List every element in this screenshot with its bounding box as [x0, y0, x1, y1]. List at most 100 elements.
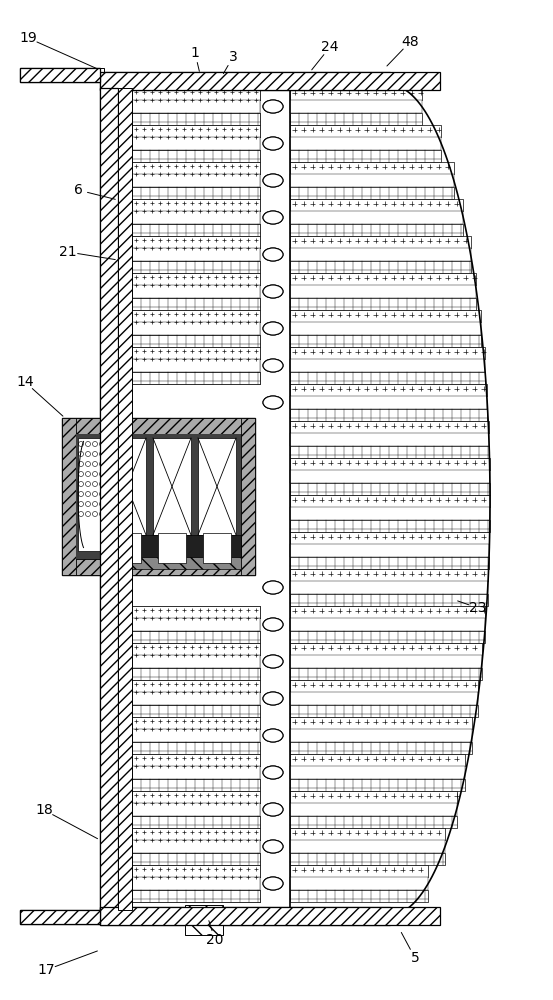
Ellipse shape: [263, 359, 283, 372]
Ellipse shape: [263, 766, 283, 779]
Bar: [132, 298, 260, 310]
Bar: [290, 594, 488, 606]
Bar: [132, 113, 260, 125]
Bar: [185, 905, 223, 935]
Ellipse shape: [263, 211, 283, 224]
Bar: [132, 224, 260, 236]
Bar: [290, 840, 445, 853]
Bar: [132, 322, 260, 335]
Bar: [132, 618, 260, 631]
Bar: [198, 438, 236, 535]
Bar: [290, 655, 482, 668]
Bar: [132, 125, 260, 137]
Bar: [132, 742, 260, 754]
Bar: [290, 803, 457, 816]
Bar: [290, 532, 489, 544]
Bar: [132, 779, 260, 791]
Bar: [132, 137, 260, 150]
Bar: [290, 581, 488, 594]
Bar: [62, 559, 255, 575]
Bar: [290, 507, 490, 520]
Bar: [132, 680, 260, 692]
Ellipse shape: [263, 137, 283, 150]
Bar: [290, 569, 488, 581]
Bar: [100, 68, 104, 82]
Bar: [132, 211, 260, 224]
Bar: [132, 643, 260, 655]
Bar: [290, 742, 472, 754]
Bar: [132, 261, 260, 273]
Bar: [132, 742, 260, 754]
Bar: [290, 606, 486, 618]
Bar: [290, 150, 441, 162]
Bar: [132, 211, 260, 224]
Bar: [290, 766, 466, 779]
Bar: [132, 606, 260, 618]
Bar: [290, 717, 472, 729]
Text: 17: 17: [37, 963, 55, 977]
Bar: [132, 310, 260, 322]
Bar: [132, 668, 260, 680]
Bar: [290, 236, 471, 248]
Bar: [20, 68, 100, 82]
Bar: [132, 816, 260, 828]
Text: 5: 5: [411, 951, 419, 965]
Bar: [76, 434, 241, 559]
Bar: [290, 261, 471, 273]
Ellipse shape: [263, 248, 283, 261]
Ellipse shape: [263, 322, 283, 335]
Bar: [290, 224, 463, 236]
Text: 24: 24: [321, 40, 339, 54]
Bar: [132, 187, 260, 199]
Ellipse shape: [263, 692, 283, 705]
Bar: [100, 907, 440, 925]
Bar: [118, 88, 132, 910]
Ellipse shape: [263, 803, 283, 816]
Bar: [78, 438, 106, 551]
Bar: [132, 803, 260, 816]
Bar: [132, 791, 260, 803]
Text: 6: 6: [74, 183, 82, 197]
Bar: [62, 418, 255, 575]
Bar: [290, 816, 457, 828]
Bar: [132, 273, 260, 285]
Bar: [132, 840, 260, 853]
Bar: [132, 88, 260, 100]
Text: 18: 18: [35, 803, 53, 817]
Bar: [132, 236, 260, 248]
Bar: [132, 606, 260, 618]
Ellipse shape: [263, 729, 283, 742]
Ellipse shape: [263, 174, 283, 187]
Bar: [132, 236, 260, 248]
Bar: [132, 372, 260, 384]
Bar: [132, 372, 260, 384]
Text: 1: 1: [191, 46, 200, 60]
Bar: [132, 224, 260, 236]
Bar: [290, 433, 489, 446]
Ellipse shape: [263, 655, 283, 668]
Bar: [290, 631, 486, 643]
Bar: [290, 137, 441, 150]
Bar: [290, 162, 454, 174]
Bar: [290, 853, 445, 865]
Ellipse shape: [263, 137, 283, 150]
Ellipse shape: [263, 100, 283, 113]
Bar: [132, 643, 260, 655]
Bar: [132, 655, 260, 668]
Ellipse shape: [263, 322, 283, 335]
Bar: [290, 877, 428, 890]
Bar: [132, 150, 260, 162]
Bar: [132, 865, 260, 877]
Text: 23: 23: [469, 601, 487, 615]
Bar: [132, 890, 260, 902]
Bar: [290, 174, 454, 187]
Bar: [132, 359, 260, 372]
Bar: [290, 211, 463, 224]
Bar: [132, 705, 260, 717]
Bar: [290, 458, 490, 470]
Ellipse shape: [263, 692, 283, 705]
Ellipse shape: [263, 174, 283, 187]
Ellipse shape: [263, 211, 283, 224]
Bar: [290, 409, 487, 421]
Bar: [290, 865, 428, 877]
